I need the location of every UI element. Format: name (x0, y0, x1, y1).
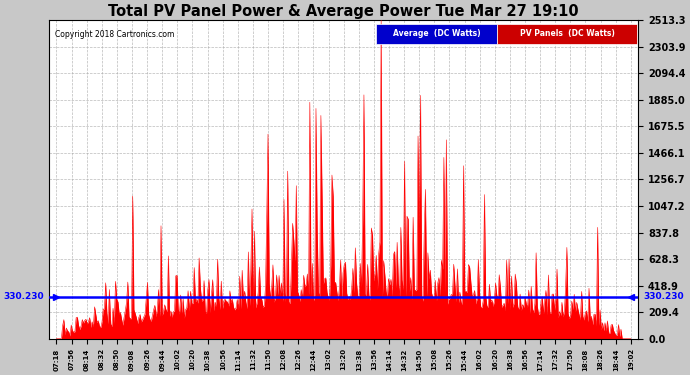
Text: 330.230: 330.230 (643, 292, 684, 301)
Text: Average  (DC Watts): Average (DC Watts) (393, 29, 480, 38)
Text: PV Panels  (DC Watts): PV Panels (DC Watts) (520, 29, 615, 38)
FancyBboxPatch shape (497, 24, 637, 44)
Text: Copyright 2018 Cartronics.com: Copyright 2018 Cartronics.com (55, 30, 174, 39)
FancyBboxPatch shape (376, 24, 497, 44)
Title: Total PV Panel Power & Average Power Tue Mar 27 19:10: Total PV Panel Power & Average Power Tue… (108, 4, 579, 19)
Text: 330.230: 330.230 (3, 292, 44, 301)
